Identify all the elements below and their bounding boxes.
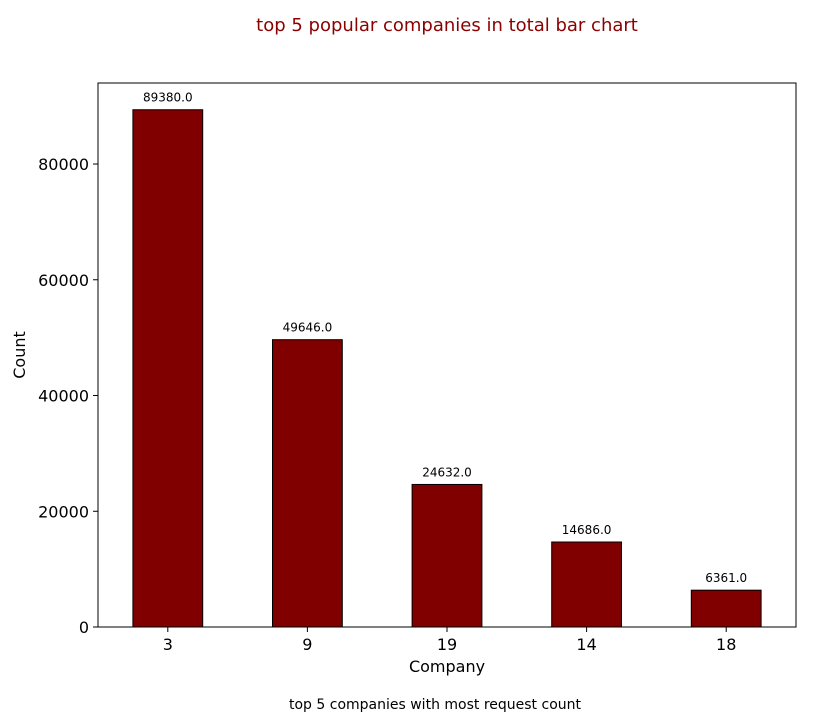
- bar-company-9: [272, 339, 343, 628]
- x-tick-label: 19: [437, 635, 457, 654]
- bar-value-label: 49646.0: [283, 321, 333, 335]
- y-tick-label: 0: [79, 618, 89, 637]
- chart-caption: top 5 companies with most request count: [289, 697, 582, 713]
- value-labels-layer: 89380.0 49646.0 24632.0 14686.0 6361.0: [143, 91, 747, 585]
- x-tick-label: 14: [576, 635, 596, 654]
- y-axis-ticks: 0 20000 40000 60000 80000: [38, 155, 98, 637]
- bar-value-label: 6361.0: [705, 571, 747, 585]
- y-tick-label: 80000: [38, 155, 89, 174]
- bar-value-label: 89380.0: [143, 91, 193, 105]
- y-tick-label: 40000: [38, 387, 89, 406]
- bars-layer: [132, 109, 762, 628]
- bar-value-label: 24632.0: [422, 465, 472, 479]
- x-axis-label: Company: [409, 657, 485, 676]
- x-tick-label: 3: [163, 635, 173, 654]
- bar-company-14: [551, 541, 623, 628]
- y-axis-label: Count: [10, 331, 29, 379]
- chart-title: top 5 popular companies in total bar cha…: [256, 15, 638, 36]
- y-tick-label: 20000: [38, 502, 89, 521]
- y-tick-label: 60000: [38, 271, 89, 290]
- bar-value-label: 14686.0: [562, 523, 612, 537]
- bar-company-18: [690, 589, 762, 628]
- x-tick-label: 18: [716, 635, 736, 654]
- x-tick-label: 9: [302, 635, 312, 654]
- x-axis-ticks: 3 9 19 14 18: [163, 627, 736, 654]
- bar-company-19: [411, 483, 483, 628]
- bar-company-3: [132, 109, 204, 628]
